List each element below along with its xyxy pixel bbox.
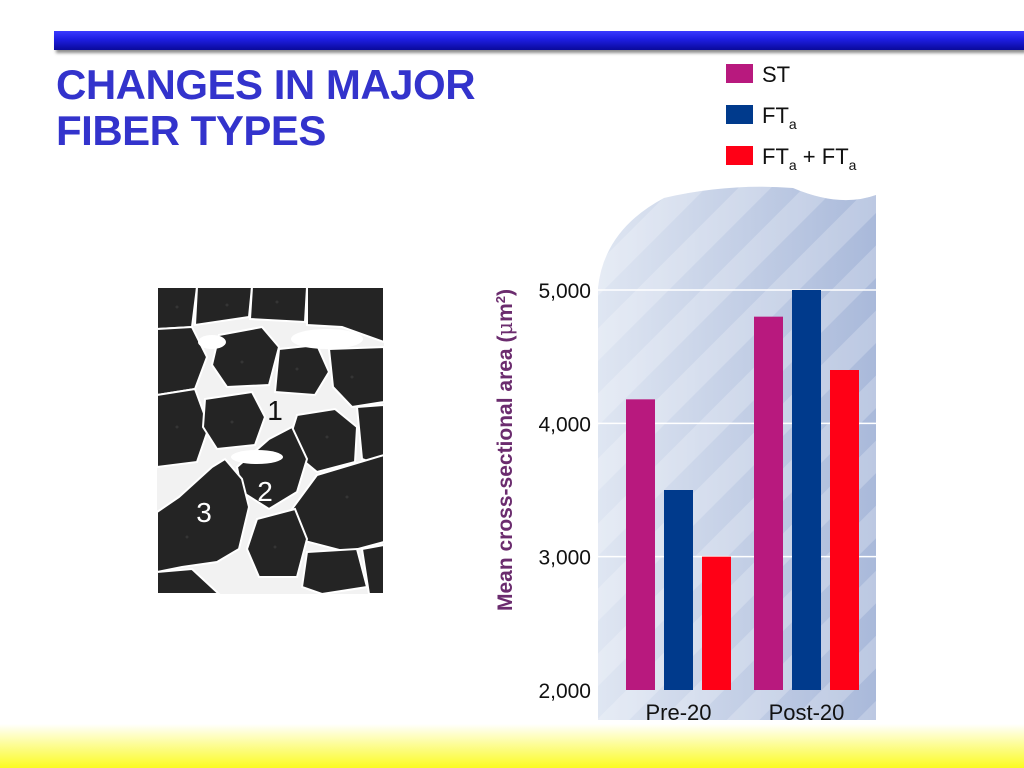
y-tick-label: 2,000	[538, 680, 591, 703]
legend-item-fta-ftab: FTa + FTa	[726, 144, 857, 173]
fiber-label-2: 2	[257, 476, 273, 507]
y-tick-label: 5,000	[538, 280, 591, 303]
chart-bars	[626, 290, 859, 690]
slide-title-line-2: FIBER TYPES	[56, 107, 326, 154]
fiber-label-1: 1	[267, 395, 283, 426]
bar-pre-20-fta-fta	[702, 556, 731, 690]
x-tick-label: Pre-20	[645, 700, 711, 720]
legend-swatch-fta-ftab	[726, 146, 753, 165]
y-tick-label: 3,000	[538, 547, 591, 570]
y-axis-label-text: Mean cross-sectional area (	[494, 336, 517, 611]
legend-label-fta: FTa	[762, 103, 797, 132]
y-axis-label-unit: m	[494, 303, 517, 322]
bar-post-20-fta	[792, 290, 821, 690]
chart-y-ticks: 5,000 4,000 3,000 2,000	[538, 280, 591, 703]
y-axis-label-close: )	[494, 289, 517, 296]
x-tick-label: Post-20	[769, 700, 845, 720]
legend-label-st: ST	[762, 62, 790, 87]
bar-pre-20-fta	[664, 490, 693, 690]
legend-label-fta-ftab: FTa + FTa	[762, 144, 857, 173]
y-axis-label-exponent: 2	[493, 296, 508, 303]
title-rule-bar	[54, 31, 1024, 50]
slide-title-line-1: CHANGES IN MAJOR	[56, 61, 476, 108]
legend-swatch-fta	[726, 105, 753, 124]
y-axis-label-mu: μ	[493, 322, 517, 336]
chart-legend: ST FTa FTa + FTa	[726, 62, 857, 173]
bar-post-20-st	[754, 316, 783, 690]
bar-post-20-fta-fta	[830, 370, 859, 690]
slide-title: CHANGES IN MAJOR FIBER TYPES	[56, 61, 476, 154]
chart-x-ticks: Pre-20 Post-20	[645, 700, 844, 720]
footer-gradient-band	[0, 724, 1024, 768]
y-tick-label: 4,000	[538, 413, 591, 436]
fiber-area-chart: 5,000 4,000 3,000 2,000 Pre-20 Post-20 Mean …	[478, 58, 876, 720]
legend-item-fta: FTa	[726, 103, 797, 132]
fiber-label-3: 3	[196, 497, 212, 528]
y-axis-label: Mean cross-sectional area (μm2)	[493, 289, 518, 611]
bar-pre-20-st	[626, 399, 655, 690]
muscle-fiber-micrograph: 1 2 3	[157, 287, 384, 594]
legend-swatch-st	[726, 64, 753, 83]
legend-item-st: ST	[726, 62, 790, 87]
